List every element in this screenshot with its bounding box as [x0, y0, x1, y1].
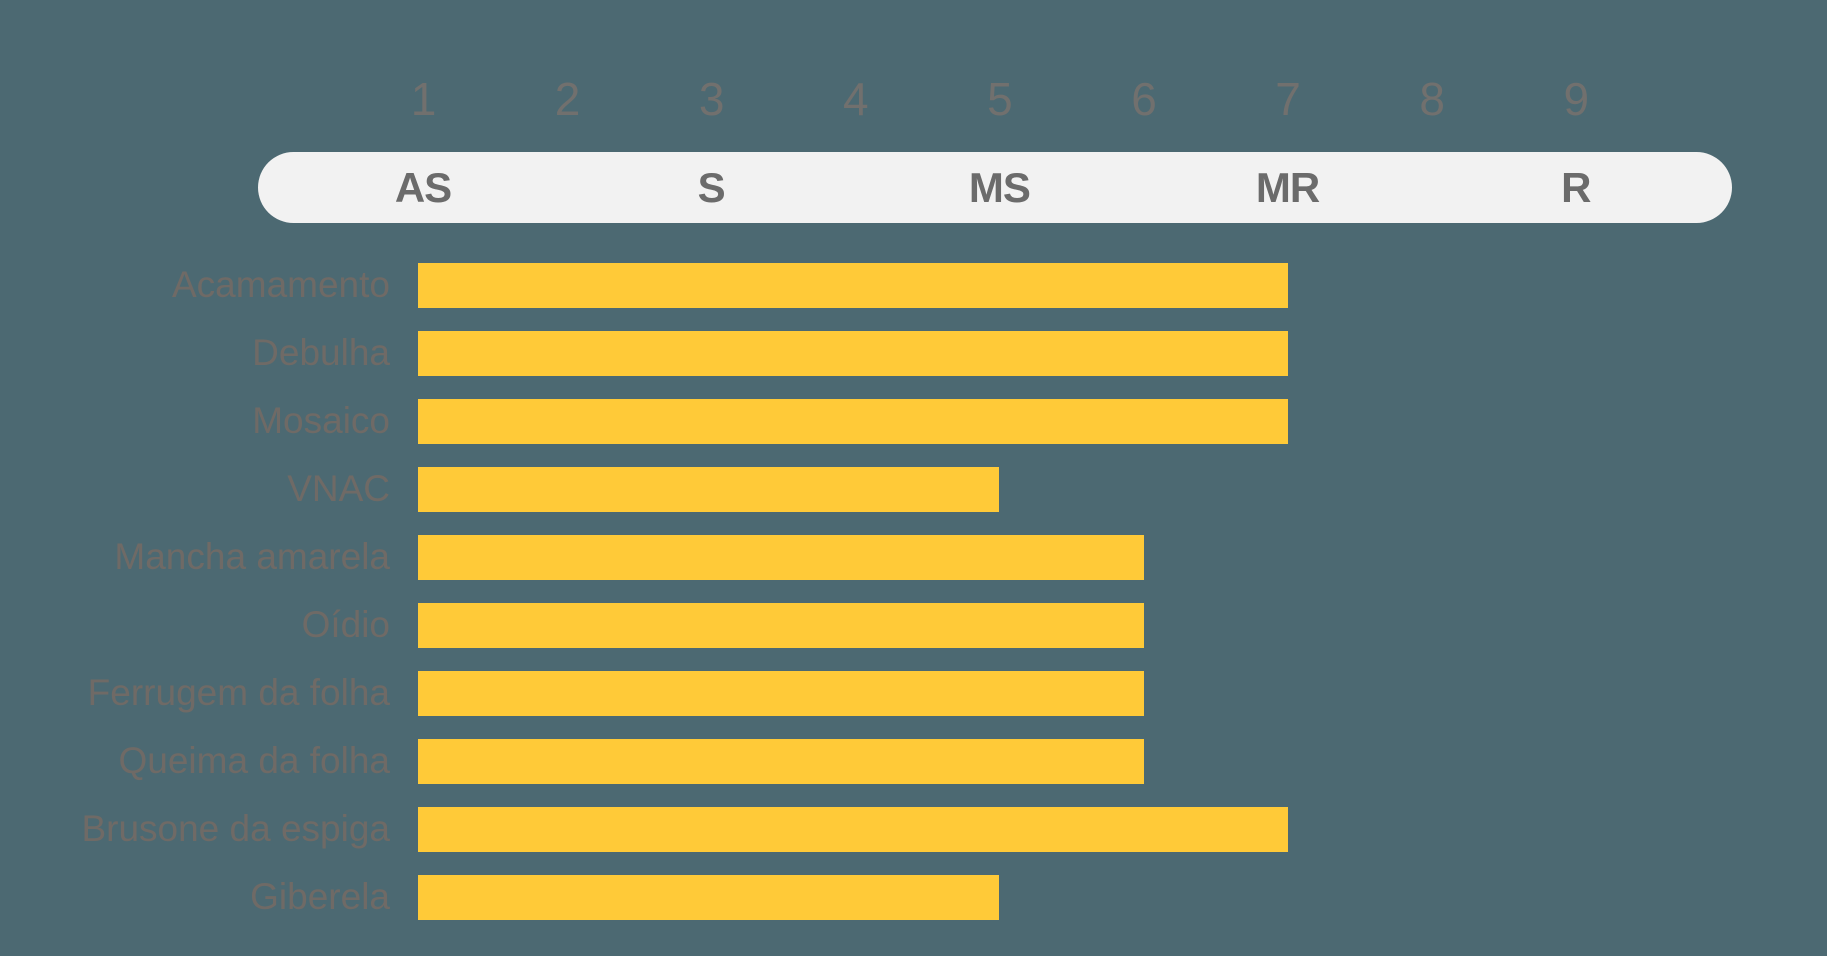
value-bar	[418, 603, 1144, 648]
bar-row: Ferrugem da folha	[0, 671, 1827, 716]
category-label: Debulha	[252, 332, 390, 373]
x-axis-tick: 9	[1563, 73, 1590, 125]
x-axis-tick: 7	[1275, 73, 1301, 125]
value-bar	[418, 671, 1144, 716]
category-label: Oídio	[301, 604, 390, 645]
x-axis-tick: 6	[1131, 73, 1157, 125]
bar-row: VNAC	[0, 467, 1827, 512]
category-label: Queima da folha	[118, 740, 390, 781]
bar-row: Acamamento	[0, 263, 1827, 308]
category-label: Ferrugem da folha	[87, 672, 390, 713]
zone-label: MS	[968, 163, 1031, 211]
category-label: Acamamento	[172, 264, 390, 305]
bar-row: Mosaico	[0, 399, 1827, 444]
category-label: Mosaico	[252, 400, 390, 441]
value-bar	[418, 263, 1288, 308]
category-label: Giberela	[250, 876, 390, 917]
value-bar	[418, 875, 1000, 920]
x-axis-tick: 5	[987, 73, 1013, 125]
x-axis-tick: 4	[843, 73, 869, 125]
category-label: Mancha amarela	[114, 536, 390, 577]
bar-row: Giberela	[0, 875, 1827, 920]
zone-label: S	[697, 163, 726, 211]
bar-row: Oídio	[0, 603, 1827, 648]
bar-row: Queima da folha	[0, 739, 1827, 784]
category-label: Brusone da espiga	[81, 808, 390, 849]
x-axis-tick: 8	[1419, 73, 1445, 125]
value-bar	[418, 535, 1144, 580]
value-bar	[418, 739, 1144, 784]
bar-row: Mancha amarela	[0, 535, 1827, 580]
zone-label: MR	[1255, 163, 1320, 211]
value-bar	[418, 331, 1288, 376]
value-bar	[418, 467, 1000, 512]
x-axis-tick: 3	[698, 73, 725, 125]
value-bar	[418, 399, 1288, 444]
value-bar	[418, 807, 1288, 852]
zone-label: R	[1561, 163, 1591, 211]
x-axis-tick: 2	[554, 73, 581, 125]
x-axis-tick: 1	[410, 73, 437, 125]
bar-row: Debulha	[0, 331, 1827, 376]
category-label: VNAC	[287, 468, 390, 509]
zone-label: AS	[394, 163, 452, 211]
bar-row: Brusone da espiga	[0, 807, 1827, 852]
zone-scale-pill: AS S MS MR R	[258, 152, 1732, 223]
